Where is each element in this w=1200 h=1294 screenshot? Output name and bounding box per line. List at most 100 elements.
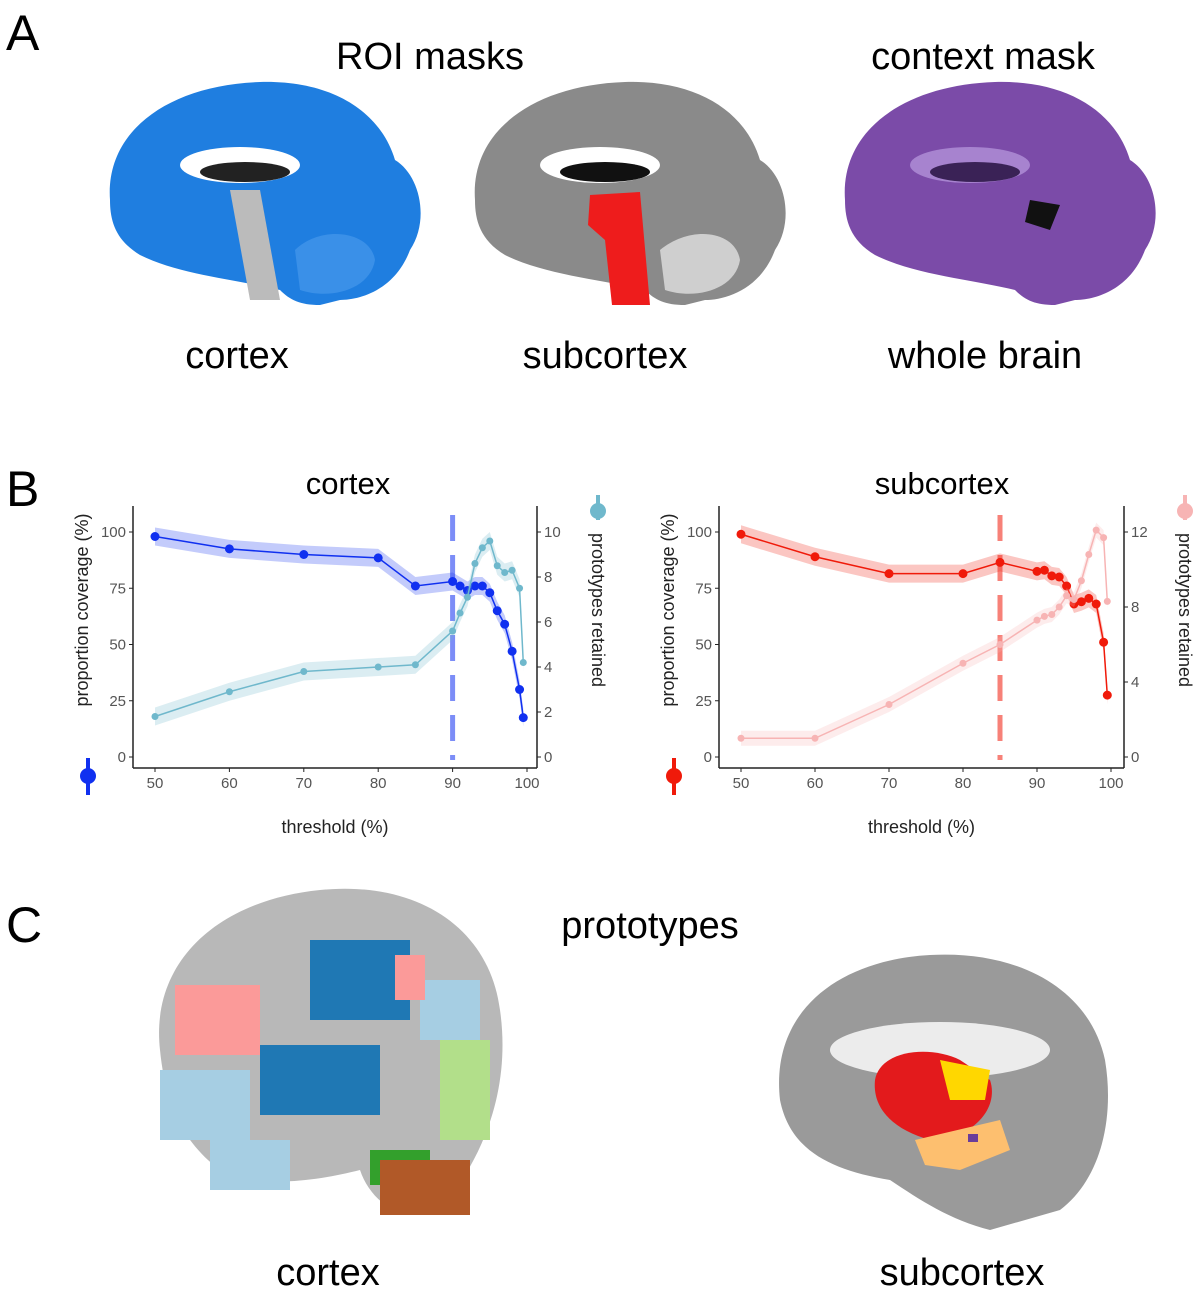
right-series-point	[478, 544, 486, 552]
right-series-point	[501, 569, 509, 576]
right-series-point	[225, 688, 233, 696]
left-series-point	[958, 569, 968, 579]
cortex-prototypes-brain	[159, 888, 503, 1215]
left-series-point	[1099, 637, 1109, 647]
right-series-point	[1100, 534, 1108, 542]
left-series-point	[507, 646, 517, 656]
right-series-point	[1070, 596, 1078, 603]
x-tick-label: 50	[147, 775, 164, 792]
right-series-point	[996, 641, 1004, 648]
left-series-point	[1047, 571, 1057, 581]
left-series-point	[299, 550, 309, 559]
right-series-point	[959, 659, 967, 667]
y2-tick-label: 4	[544, 659, 552, 676]
right-series-point	[516, 584, 524, 592]
y2-axis-label: prototypes retained	[1175, 533, 1195, 687]
x-tick-label: 50	[733, 775, 750, 792]
right-series-point	[1048, 611, 1056, 618]
right-series-line	[741, 528, 1109, 739]
left-series-point	[492, 606, 502, 616]
right-series-point	[737, 734, 745, 742]
x-tick-label: 60	[221, 775, 238, 792]
right-series-point	[508, 566, 516, 574]
x-tick-label: 90	[1029, 775, 1046, 792]
x-axis-label: threshold (%)	[281, 817, 388, 837]
left-series-point	[455, 581, 465, 591]
right-series-point	[1040, 612, 1048, 620]
right-series-point	[1077, 577, 1085, 585]
y2-tick-label: 12	[1131, 524, 1148, 541]
right-series-line	[154, 539, 525, 718]
left-series-point	[224, 544, 234, 554]
left-series-point	[995, 557, 1005, 567]
y-axis-label: proportion coverage (%)	[72, 513, 92, 706]
y2-axis-label: prototypes retained	[588, 533, 608, 687]
right-series-point	[486, 537, 494, 545]
left-series-point	[150, 532, 160, 541]
y-tick-label: 100	[101, 524, 126, 541]
x-tick-label: 70	[295, 775, 312, 792]
right-series-key-dot	[590, 503, 606, 519]
y2-tick-label: 8	[1131, 599, 1139, 616]
left-series-key-dot	[666, 768, 682, 784]
cortex-chart: 50 60 70 80 90 100 0 25 50 75 100 0 2 4 6 8 10 threshold …	[72, 495, 608, 837]
y2-tick-label: 6	[544, 614, 552, 631]
left-series-key-dot	[80, 768, 96, 784]
subcortex-mask-brain	[474, 81, 786, 305]
y-tick-label: 50	[109, 637, 126, 654]
right-series-point	[1085, 551, 1093, 558]
right-series-point	[411, 661, 419, 669]
y2-tick-label: 2	[544, 704, 552, 721]
left-series-point	[1062, 581, 1072, 591]
right-series-point	[885, 701, 893, 708]
x-tick-label: 90	[444, 775, 461, 792]
left-series-point	[373, 553, 383, 563]
y-tick-label: 50	[695, 637, 712, 654]
left-series-point	[477, 581, 487, 591]
right-series-point	[151, 713, 159, 720]
right-series-point	[519, 659, 527, 666]
context-mask-title: context mask	[871, 36, 1095, 78]
left-series-point	[448, 577, 458, 586]
left-series-point	[1091, 599, 1101, 609]
roi-masks-title: ROI masks	[336, 36, 524, 78]
y2-tick-label: 4	[1131, 674, 1139, 691]
left-series-point	[410, 581, 420, 591]
x-tick-label: 60	[807, 775, 824, 792]
left-series-point	[1084, 593, 1094, 603]
left-series-point	[1054, 572, 1064, 582]
x-tick-label: 100	[1098, 775, 1123, 792]
right-series-point	[1103, 597, 1111, 605]
whole-brain-mask-label: whole brain	[887, 335, 1083, 377]
x-tick-label: 80	[370, 775, 387, 792]
right-series-point	[471, 560, 479, 567]
left-series-point	[470, 581, 480, 591]
cortex-chart-title: cortex	[305, 466, 391, 501]
left-series-point	[1032, 566, 1042, 576]
right-series-point	[374, 663, 382, 671]
right-series-point	[493, 562, 501, 570]
right-series-point	[456, 609, 464, 617]
left-series-point	[884, 569, 894, 579]
panel-a-letter: A	[6, 5, 40, 61]
y2-tick-label: 0	[1131, 749, 1139, 766]
panel-b-letter: B	[6, 461, 40, 517]
left-series-point	[810, 552, 820, 562]
left-series-ribbon	[741, 525, 1108, 705]
y-tick-label: 25	[109, 693, 126, 710]
subcortex-mask-label: subcortex	[522, 335, 688, 377]
y2-tick-label: 10	[544, 524, 561, 541]
y-tick-label: 0	[704, 749, 712, 766]
subcortex-prototypes-label: subcortex	[879, 1252, 1045, 1294]
y-tick-label: 0	[118, 749, 126, 766]
x-tick-label: 70	[881, 775, 898, 792]
prototypes-title: prototypes	[561, 905, 739, 947]
right-series-ribbon	[155, 532, 524, 726]
left-series-point	[1076, 597, 1086, 607]
x-axis-label: threshold (%)	[868, 817, 975, 837]
subcortex-chart-title: subcortex	[874, 466, 1010, 501]
left-series-point	[515, 685, 525, 694]
left-series-point	[1102, 690, 1112, 700]
y-tick-label: 25	[695, 693, 712, 710]
